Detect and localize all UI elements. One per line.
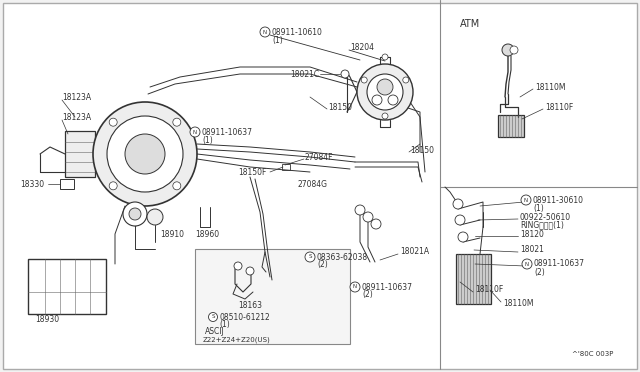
Circle shape: [510, 46, 518, 54]
Text: (1): (1): [202, 135, 212, 144]
Text: 18204: 18204: [350, 42, 374, 51]
Circle shape: [403, 77, 409, 83]
Circle shape: [521, 195, 531, 205]
Circle shape: [173, 118, 181, 126]
Circle shape: [522, 259, 532, 269]
Bar: [60, 179, 74, 189]
Circle shape: [109, 118, 117, 126]
Circle shape: [123, 202, 147, 226]
Text: S: S: [211, 314, 215, 320]
Text: 08911-10610: 08911-10610: [272, 28, 323, 36]
Circle shape: [367, 74, 403, 110]
Text: 18960: 18960: [195, 230, 219, 238]
Text: ASCIJ: ASCIJ: [205, 327, 225, 337]
Circle shape: [109, 182, 117, 190]
Text: ^'80C 003P: ^'80C 003P: [572, 351, 613, 357]
Text: ATM: ATM: [460, 19, 480, 29]
Text: 18150F: 18150F: [238, 167, 266, 176]
Text: 08911-30610: 08911-30610: [533, 196, 584, 205]
Text: 18110M: 18110M: [535, 83, 566, 92]
Circle shape: [341, 70, 349, 78]
Text: N: N: [193, 129, 197, 135]
Text: (2): (2): [317, 260, 328, 269]
Circle shape: [147, 209, 163, 225]
Text: 18930: 18930: [35, 315, 59, 324]
Circle shape: [455, 215, 465, 225]
Circle shape: [371, 219, 381, 229]
Text: (1): (1): [219, 321, 230, 330]
Text: N: N: [353, 285, 357, 289]
Circle shape: [502, 44, 514, 56]
Text: (2): (2): [362, 291, 372, 299]
Text: RINGリング(1): RINGリング(1): [520, 221, 564, 230]
Text: 18330: 18330: [20, 180, 44, 189]
Circle shape: [173, 182, 181, 190]
Text: N: N: [524, 198, 528, 202]
Circle shape: [107, 116, 183, 192]
Text: 18110F: 18110F: [475, 285, 503, 295]
Bar: [65, 131, 95, 177]
Text: (2): (2): [534, 267, 545, 276]
Bar: [195, 249, 350, 344]
Circle shape: [361, 77, 367, 83]
Text: 27084G: 27084G: [298, 180, 328, 189]
Circle shape: [93, 102, 197, 206]
Text: 18150: 18150: [410, 145, 434, 154]
Text: 18150: 18150: [328, 103, 352, 112]
Text: 08911-10637: 08911-10637: [202, 128, 253, 137]
Text: S: S: [308, 254, 312, 260]
Circle shape: [357, 64, 413, 120]
Text: 08363-62038: 08363-62038: [317, 253, 368, 262]
Text: 18163: 18163: [238, 301, 262, 311]
Circle shape: [129, 208, 141, 220]
Text: 18910: 18910: [160, 230, 184, 238]
Text: N: N: [263, 29, 267, 35]
Text: 18123A: 18123A: [62, 93, 91, 102]
Text: 18110M: 18110M: [503, 299, 534, 308]
Circle shape: [388, 95, 398, 105]
Circle shape: [246, 267, 254, 275]
Text: 00922-50610: 00922-50610: [520, 212, 571, 221]
Circle shape: [125, 134, 165, 174]
Text: 18110F: 18110F: [545, 103, 573, 112]
Circle shape: [305, 252, 315, 262]
Circle shape: [209, 312, 218, 321]
Text: 18021C: 18021C: [290, 70, 319, 78]
Circle shape: [355, 205, 365, 215]
Bar: [498, 115, 524, 137]
Bar: [282, 164, 290, 170]
Text: 18123A: 18123A: [62, 112, 91, 122]
Bar: [260, 263, 268, 277]
Text: 18120: 18120: [520, 230, 544, 238]
Circle shape: [190, 127, 200, 137]
Circle shape: [372, 95, 382, 105]
Text: Z22+Z24+Z20(US): Z22+Z24+Z20(US): [203, 337, 271, 343]
Text: 18021A: 18021A: [400, 247, 429, 257]
Circle shape: [260, 27, 270, 37]
Text: 18021: 18021: [520, 246, 544, 254]
Circle shape: [382, 54, 388, 60]
Text: 08911-10637: 08911-10637: [362, 282, 413, 292]
Circle shape: [458, 232, 468, 242]
Circle shape: [382, 113, 388, 119]
Circle shape: [377, 79, 393, 95]
Text: 08510-61212: 08510-61212: [219, 312, 269, 321]
Circle shape: [234, 262, 242, 270]
Bar: [28, 259, 106, 314]
Circle shape: [350, 282, 360, 292]
Bar: [456, 254, 491, 304]
Circle shape: [453, 199, 463, 209]
Text: N: N: [525, 262, 529, 266]
Text: (1): (1): [533, 203, 544, 212]
Text: (1): (1): [272, 35, 283, 45]
Text: 27084F: 27084F: [305, 153, 333, 161]
Circle shape: [363, 212, 373, 222]
Text: 08911-10637: 08911-10637: [534, 260, 585, 269]
